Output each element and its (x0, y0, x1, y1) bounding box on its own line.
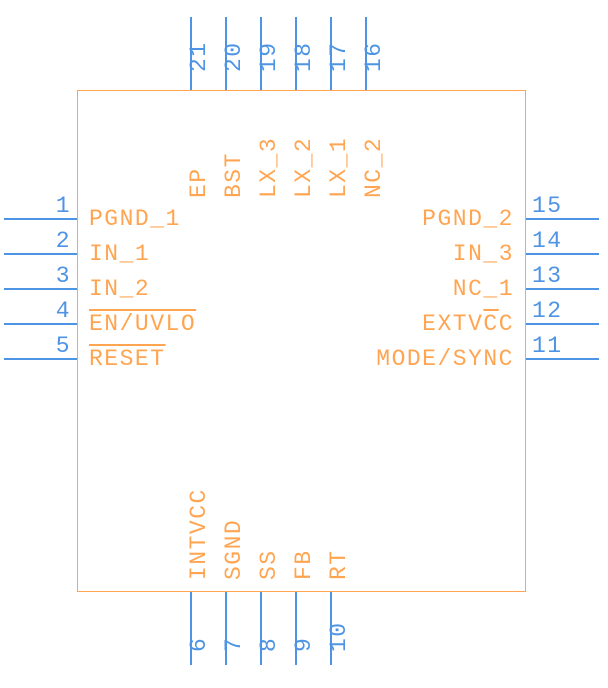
pin-number-17: 17 (326, 41, 352, 72)
pin-label-18: LX_2 (291, 137, 317, 198)
pin-number-11: 11 (532, 333, 563, 359)
pin-label-7: SGND (221, 519, 247, 580)
pin-number-13: 13 (532, 263, 563, 289)
pin-number-1: 1 (29, 193, 71, 219)
pin-label-20: BST (221, 152, 247, 198)
pin-label-19: LX_3 (256, 137, 282, 198)
pin-number-2: 2 (29, 228, 71, 254)
pin-label-5: RESET (89, 346, 166, 372)
pin-number-4: 4 (29, 298, 71, 324)
pin-number-7: 7 (221, 637, 247, 652)
pin-line-bottom-7 (225, 592, 227, 665)
pin-label-8: SS (256, 549, 282, 580)
pin-number-20: 20 (221, 41, 247, 72)
pin-number-18: 18 (291, 41, 317, 72)
pin-label-11: MODE/SYNC (376, 346, 514, 372)
pin-line-bottom-9 (295, 592, 297, 665)
pin-number-10: 10 (326, 621, 352, 652)
pin-number-21: 21 (186, 41, 212, 72)
pin-number-9: 9 (291, 637, 317, 652)
pin-label-21: EP (186, 167, 212, 198)
pin-label-2: IN_1 (89, 241, 150, 267)
pin-line-bottom-8 (260, 592, 262, 665)
pin-label-3: IN_2 (89, 276, 150, 302)
pin-line-bottom-6 (190, 592, 192, 665)
pin-label-13: NC_1 (453, 276, 514, 302)
pin-label-9: FB (291, 549, 317, 580)
pin-label-12: EXTVCC (422, 311, 514, 337)
pin-label-17: LX_1 (326, 137, 352, 198)
pin-number-8: 8 (256, 637, 282, 652)
pin-number-16: 16 (361, 41, 387, 72)
pin-number-3: 3 (29, 263, 71, 289)
pin-number-6: 6 (186, 637, 212, 652)
pin-label-16: NC_2 (361, 137, 387, 198)
pin-label-15: PGND_2 (422, 206, 514, 232)
pin-number-15: 15 (532, 193, 563, 219)
pin-label-1: PGND_1 (89, 206, 181, 232)
pin-label-6: INTVCC (186, 488, 212, 580)
pin-label-14: IN_3 (453, 241, 514, 267)
pin-number-19: 19 (256, 41, 282, 72)
pin-label-4: EN/UVLO (89, 311, 196, 337)
pin-number-14: 14 (532, 228, 563, 254)
pin-number-5: 5 (29, 333, 71, 359)
pin-number-12: 12 (532, 298, 563, 324)
pin-label-10: RT (326, 549, 352, 580)
